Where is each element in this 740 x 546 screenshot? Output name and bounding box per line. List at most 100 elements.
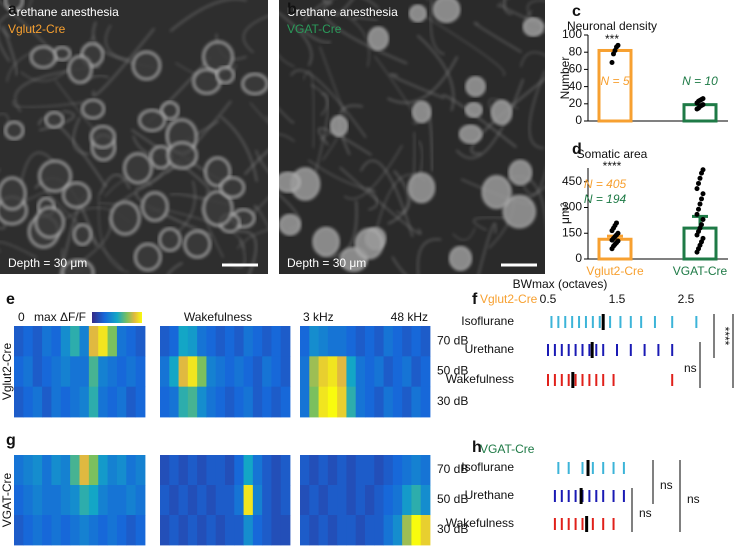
image-depth: Depth = 30 μm: [287, 256, 366, 270]
neurite: [0, 241, 38, 259]
heatmap-cell: [32, 485, 43, 516]
neurite: [452, 227, 476, 241]
soma: [329, 115, 349, 137]
soma: [166, 141, 198, 170]
heatmap-cell: [309, 485, 319, 516]
heatmap-cell: [280, 455, 291, 486]
heatmap-cell: [197, 356, 207, 388]
soma: [448, 245, 473, 271]
heatmap-cell: [135, 386, 146, 418]
soma: [241, 72, 268, 96]
heatmap-cell: [411, 386, 422, 418]
heatmap-cell: [79, 356, 90, 388]
neurite: [279, 108, 295, 124]
heatmap-cell: [309, 455, 319, 486]
median-bar: [585, 516, 589, 532]
heatmap-cell: [42, 485, 52, 516]
heatmap-cell: [51, 485, 62, 516]
panel-letter: c: [572, 3, 581, 20]
heatmap-cell: [98, 485, 108, 516]
neurite: [391, 256, 407, 274]
heatmap-cell: [79, 326, 90, 357]
row-label: 50 dB: [437, 492, 468, 506]
heatmap-cell: [383, 356, 394, 388]
soma: [490, 99, 513, 126]
heatmap-cell: [402, 356, 412, 388]
heatmap-cell: [365, 515, 375, 546]
soma: [367, 26, 389, 51]
data-point: [609, 60, 615, 66]
heatmap-cell: [187, 326, 198, 357]
heatmap-cell: [402, 485, 412, 516]
heatmap-cell: [135, 356, 146, 388]
x-tick-label: 1.5: [609, 292, 626, 306]
heatmap-cell: [271, 326, 282, 357]
colorbar: [92, 312, 142, 323]
heatmap-cell: [160, 386, 170, 418]
heatmap-cell: [327, 386, 338, 418]
heatmap-cell: [337, 455, 347, 486]
heatmap-cell: [126, 356, 137, 388]
soma: [61, 181, 92, 209]
heatmap-cell: [14, 485, 24, 516]
neurite: [520, 51, 545, 68]
heatmap-cell: [365, 386, 375, 418]
data-point: [696, 180, 701, 186]
panel-letter: b: [287, 1, 297, 18]
neurite: [387, 170, 410, 225]
neurite: [343, 144, 403, 200]
heatmap-cell: [79, 386, 90, 418]
chart-title: Neuronal density: [567, 19, 657, 33]
y-tick-label: 0: [575, 251, 582, 265]
heatmap-cell: [243, 356, 254, 388]
heatmap-cell: [252, 455, 263, 486]
heatmap-cell: [215, 356, 226, 388]
heatmap-cell: [42, 455, 52, 486]
heatmap-cell: [79, 455, 90, 486]
neurite: [334, 0, 354, 17]
heatmap-cell: [234, 356, 244, 388]
neurite: [473, 216, 506, 231]
y-axis-label: μm²: [558, 203, 572, 224]
y-tick-label: 60: [569, 62, 583, 76]
heatmap-cell: [365, 455, 375, 486]
heatmap-cell: [337, 356, 347, 388]
heatmap-cell: [337, 515, 347, 546]
heatmap-cell: [355, 356, 366, 388]
heatmap-cell: [79, 515, 90, 546]
colorbar-label: max ΔF/F: [34, 310, 86, 324]
neurite: [302, 0, 380, 22]
heatmap-cell: [337, 326, 347, 357]
neurite: [322, 0, 408, 65]
heatmap-cell: [411, 455, 422, 486]
neurite: [455, 78, 525, 159]
heatmap-cell: [355, 326, 366, 357]
heatmap-cell: [88, 326, 99, 357]
heatmap-cell: [243, 455, 254, 486]
heatmap-cell: [197, 386, 207, 418]
chart-subtitle: VGAT-Cre: [480, 442, 535, 456]
heatmap-cell: [234, 386, 244, 418]
soma: [458, 124, 483, 144]
data-point: [696, 206, 701, 212]
heatmap-cell: [126, 386, 137, 418]
heatmap-cell: [392, 455, 403, 486]
median-bar: [571, 372, 575, 388]
heatmap-cell: [51, 515, 62, 546]
heatmap-cell: [346, 386, 357, 418]
neurite: [338, 104, 364, 156]
neurite: [317, 127, 373, 156]
heatmap-cell: [23, 386, 34, 418]
heatmap-cell: [365, 485, 375, 516]
heatmap-cell: [262, 485, 272, 516]
heatmap-cell: [23, 515, 34, 546]
soma: [202, 190, 234, 227]
heatmap-cell: [107, 455, 118, 486]
data-point: [700, 217, 706, 223]
data-point: [700, 191, 706, 197]
heatmap-cell: [178, 326, 189, 357]
n-label: N = 10: [682, 74, 718, 88]
heatmap-cell: [60, 326, 71, 357]
soma: [219, 176, 246, 199]
